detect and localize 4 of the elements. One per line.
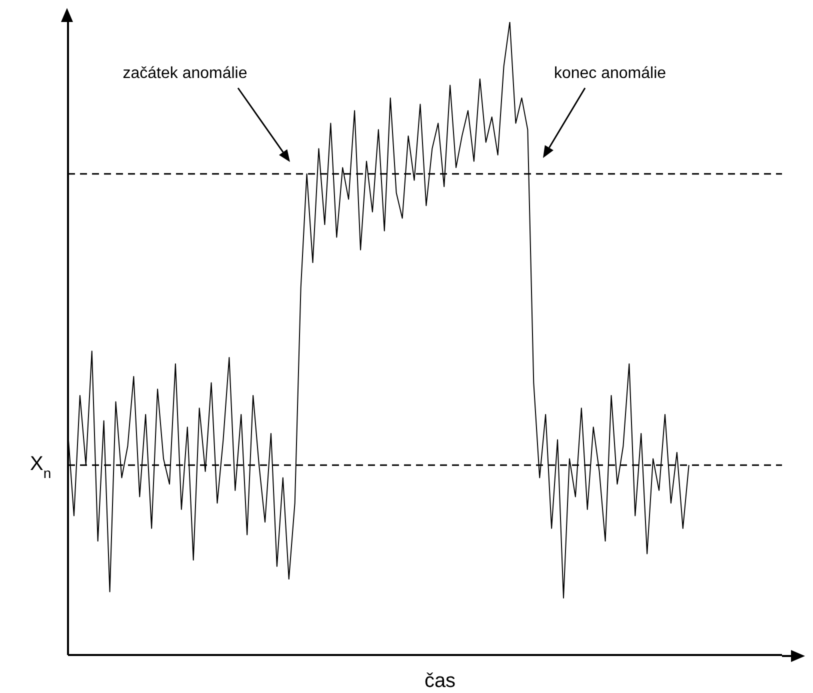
y-axis-title: X$_{n}$	[30, 453, 52, 481]
annotation: konec anomálie	[554, 65, 666, 82]
annotation: začátek anomálie	[122, 65, 248, 82]
x-axis-title: čas	[424, 670, 456, 692]
